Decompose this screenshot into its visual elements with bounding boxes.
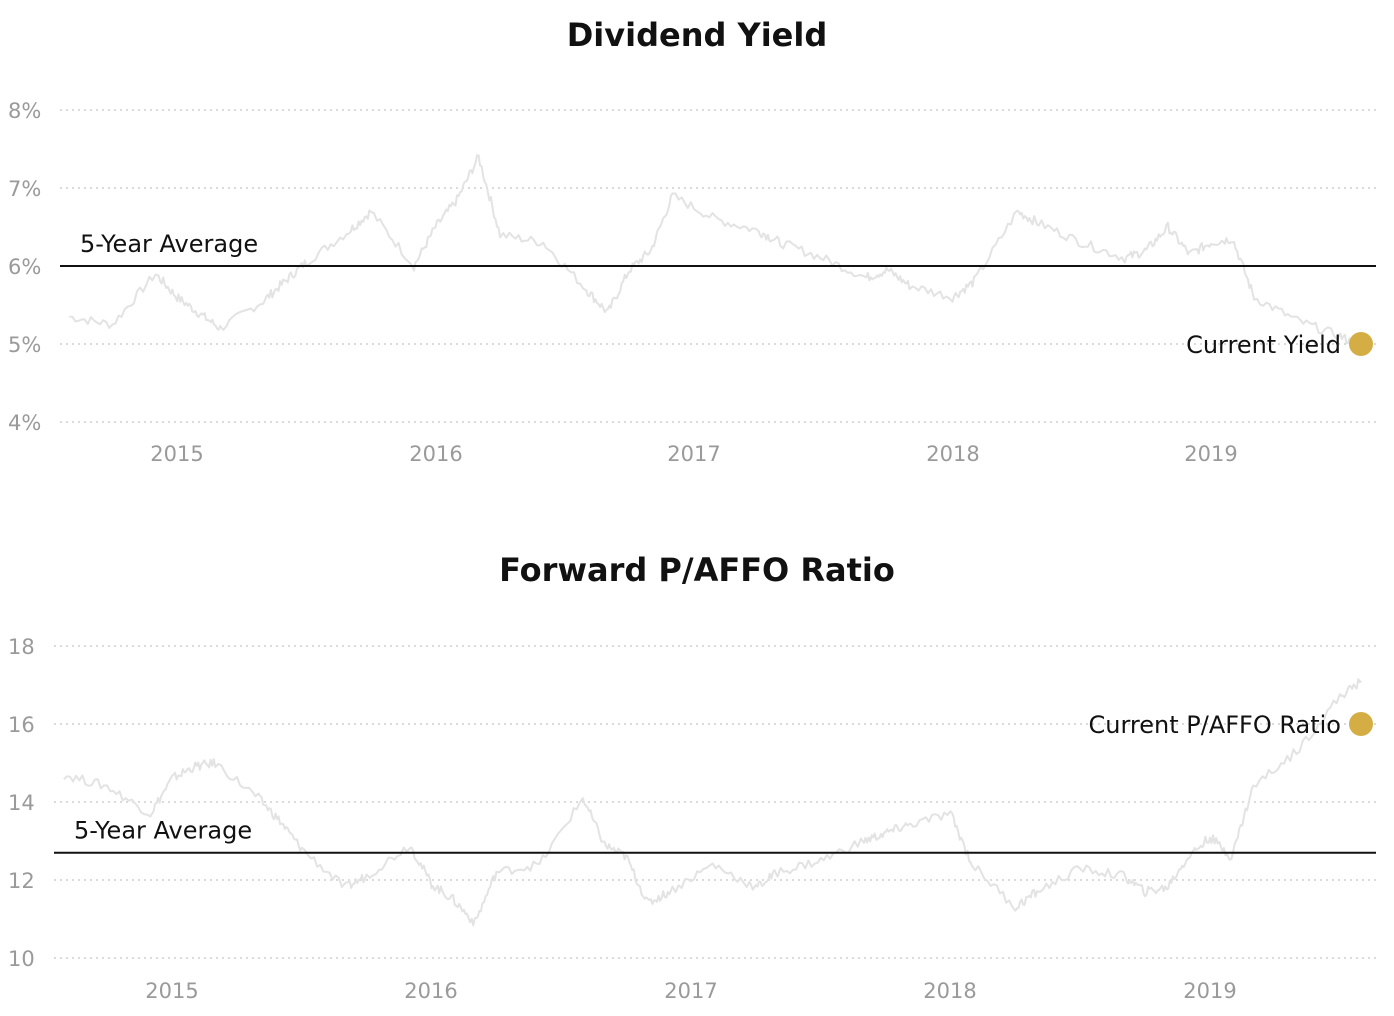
x-tick-label: 2015 [145, 979, 198, 1003]
five-year-average-label: 5-Year Average [80, 230, 258, 258]
dividend-yield-series-line [69, 154, 1363, 349]
p-affo-series-line [63, 678, 1362, 927]
x-tick-label: 2018 [923, 979, 976, 1003]
current-p-affo-marker [1349, 712, 1373, 736]
x-axis-ticks: 2015 2016 2017 2018 2019 [145, 979, 1236, 1003]
x-axis-ticks: 2015 2016 2017 2018 2019 [150, 442, 1237, 466]
y-tick-label: 7% [8, 177, 41, 201]
x-tick-label: 2017 [667, 442, 720, 466]
y-axis-ticks: 18 16 14 12 10 [8, 635, 35, 971]
x-tick-label: 2016 [409, 442, 462, 466]
current-yield-label: Current Yield [1186, 331, 1341, 359]
x-tick-label: 2019 [1183, 979, 1236, 1003]
y-tick-label: 8% [8, 99, 41, 123]
grid-lines [54, 645, 1376, 959]
y-tick-label: 5% [8, 333, 41, 357]
x-tick-label: 2017 [664, 979, 717, 1003]
x-tick-label: 2019 [1184, 442, 1237, 466]
x-tick-label: 2016 [404, 979, 457, 1003]
chart-title: Dividend Yield [567, 16, 828, 54]
five-year-average-label: 5-Year Average [74, 817, 252, 845]
current-yield-marker [1349, 332, 1373, 356]
y-axis-ticks: 8% 7% 6% 5% 4% [8, 99, 41, 435]
y-tick-label: 18 [8, 635, 35, 659]
y-tick-label: 10 [8, 947, 35, 971]
y-tick-label: 16 [8, 713, 35, 737]
x-tick-label: 2018 [926, 442, 979, 466]
forward-p-affo-chart: Forward P/AFFO Ratio 18 16 14 12 10 2015… [8, 551, 1376, 1003]
chart-title: Forward P/AFFO Ratio [499, 551, 895, 589]
dividend-yield-chart: Dividend Yield 8% 7% 6% 5% 4% 2015 2016 … [8, 16, 1376, 466]
y-tick-label: 12 [8, 869, 35, 893]
x-tick-label: 2015 [150, 442, 203, 466]
y-tick-label: 14 [8, 791, 35, 815]
y-tick-label: 4% [8, 411, 41, 435]
y-tick-label: 6% [8, 255, 41, 279]
current-p-affo-label: Current P/AFFO Ratio [1089, 711, 1342, 739]
